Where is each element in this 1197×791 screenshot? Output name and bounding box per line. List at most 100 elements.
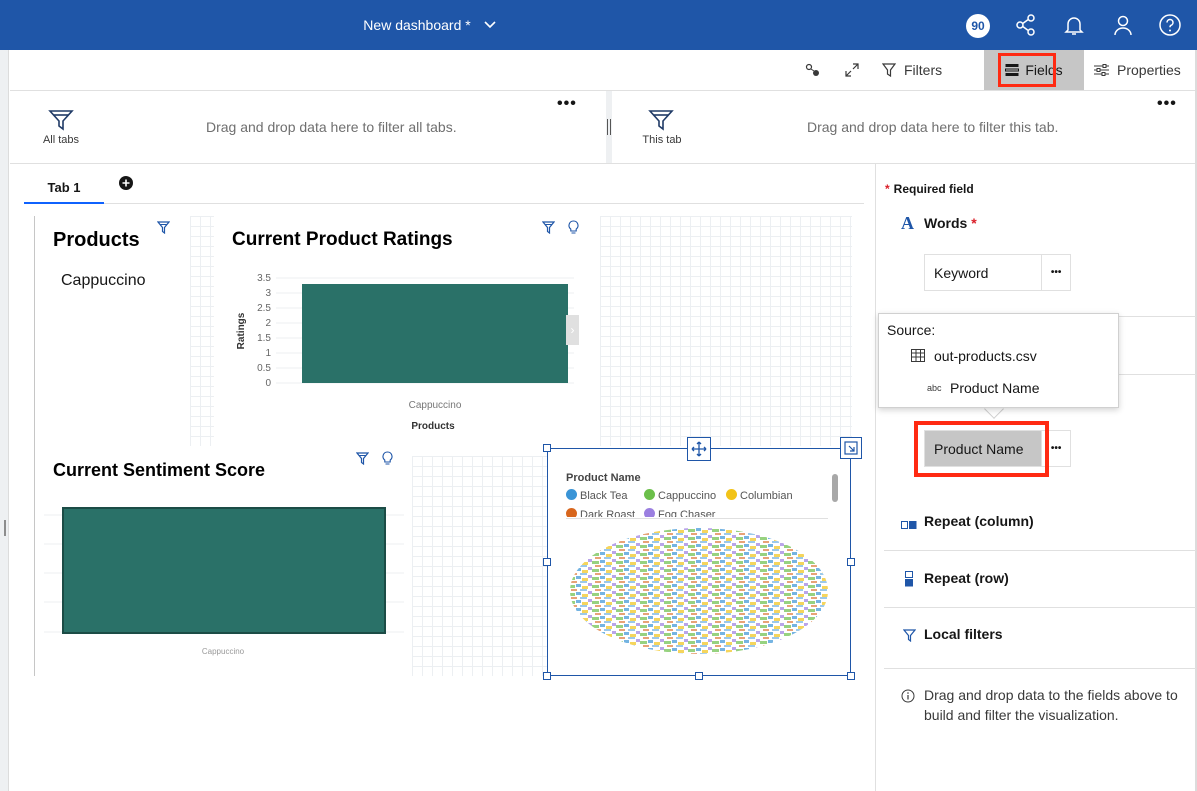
panel-divider bbox=[1118, 316, 1196, 317]
properties-label: Properties bbox=[1117, 62, 1181, 78]
wordcloud-widget[interactable]: Product Name Black Tea Cappuccino Columbia… bbox=[547, 448, 851, 676]
legend-item[interactable]: Columbian bbox=[726, 487, 816, 506]
product-name-highlight-box bbox=[914, 421, 1049, 477]
ratings-bar-cappuccino bbox=[302, 284, 568, 383]
expand-icon[interactable] bbox=[840, 50, 864, 90]
notification-bell-icon[interactable] bbox=[1058, 9, 1090, 41]
text-type-icon: abc bbox=[927, 383, 942, 393]
wordcloud-graphic bbox=[570, 528, 828, 654]
all-tabs-filter-icon bbox=[48, 109, 74, 136]
filter-splitter-grip-icon[interactable] bbox=[607, 119, 611, 135]
source-file-name[interactable]: out-products.csv bbox=[934, 348, 1037, 364]
source-label: Source: bbox=[887, 322, 936, 338]
ratings-insight-bulb-icon[interactable] bbox=[567, 220, 580, 240]
sentiment-bar-cappuccino bbox=[62, 507, 386, 634]
filters-button[interactable]: Filters bbox=[882, 50, 962, 90]
local-filters-label: Local filters bbox=[924, 626, 1003, 642]
canvas-left-border bbox=[34, 216, 35, 676]
canvas-grid-area-2 bbox=[412, 456, 548, 676]
tab-1-label: Tab 1 bbox=[47, 179, 81, 195]
repeat-column-section[interactable]: Repeat (column) bbox=[884, 493, 1196, 551]
this-tab-filter-icon bbox=[648, 109, 674, 136]
left-rail-grip-icon[interactable] bbox=[4, 520, 6, 536]
header-bar: New dashboard * 90 bbox=[0, 0, 1197, 50]
share-icon[interactable] bbox=[1010, 9, 1042, 41]
ratings-filter-icon[interactable] bbox=[541, 221, 556, 239]
resize-handle-nw[interactable] bbox=[543, 444, 551, 452]
ratings-y-tick: 1 bbox=[265, 348, 271, 359]
required-field-note: * Required field bbox=[885, 182, 974, 196]
product-name-slot-label: Product Name bbox=[925, 431, 1042, 466]
repeat-row-section[interactable]: Repeat (row) bbox=[884, 551, 1196, 608]
add-tab-icon[interactable] bbox=[118, 175, 134, 196]
canvas-grid-area bbox=[600, 216, 852, 446]
products-title: Products bbox=[53, 229, 140, 251]
relationships-icon[interactable] bbox=[800, 50, 826, 90]
products-filter-icon[interactable] bbox=[156, 221, 171, 239]
legend-item[interactable]: Cappuccino bbox=[644, 487, 726, 506]
ratings-y-tick: 3.5 bbox=[257, 273, 271, 284]
source-field-name[interactable]: Product Name bbox=[950, 380, 1040, 396]
canvas-grid-strip bbox=[190, 216, 214, 446]
words-label: Words bbox=[924, 215, 968, 231]
ratings-y-tick: 1.5 bbox=[257, 333, 271, 344]
legend-divider bbox=[566, 518, 828, 519]
this-tab-more-icon[interactable]: ••• bbox=[1157, 95, 1177, 112]
keyword-slot-label: Keyword bbox=[934, 264, 989, 281]
filters-label: Filters bbox=[904, 62, 943, 78]
ratings-x-axis-label: Products bbox=[411, 421, 455, 432]
sentiment-chart-widget[interactable]: Current Sentiment Score Cappuccino bbox=[36, 448, 412, 676]
ratings-y-tick: 0.5 bbox=[257, 363, 271, 374]
ratings-chart-title: Current Product Ratings bbox=[232, 229, 453, 250]
info-icon bbox=[901, 689, 915, 708]
sentiment-insight-bulb-icon[interactable] bbox=[381, 451, 394, 471]
resize-handle-s[interactable] bbox=[695, 672, 703, 680]
repeat-column-label: Repeat (column) bbox=[924, 513, 1034, 529]
tab-bar: Tab 1 bbox=[24, 172, 864, 204]
wordcloud-legend: Black Tea Cappuccino Columbian Dark Roast Fo… bbox=[566, 487, 828, 517]
right-edge bbox=[1195, 50, 1197, 791]
sentiment-x-tick-cappuccino: Cappuccino bbox=[202, 647, 245, 656]
keyword-more-icon[interactable]: ••• bbox=[1041, 255, 1070, 290]
legend-item[interactable]: Fog Chaser bbox=[644, 506, 726, 517]
local-filters-section[interactable]: Local filters bbox=[884, 608, 1196, 669]
this-tab-drop-text: Drag and drop data here to filter this t… bbox=[807, 119, 1059, 135]
local-filters-icon bbox=[902, 629, 917, 647]
all-tabs-more-icon[interactable]: ••• bbox=[557, 95, 577, 112]
widget-maximize-icon[interactable] bbox=[840, 437, 862, 459]
all-tabs-filter-zone[interactable]: All tabs Drag and drop data here to filt… bbox=[10, 91, 606, 163]
source-popup: Source: out-products.csv abc Product Nam… bbox=[878, 313, 1119, 408]
filter-divider bbox=[606, 91, 612, 163]
this-tab-filter-zone[interactable]: This tab Drag and drop data here to filt… bbox=[612, 91, 1195, 163]
properties-button[interactable]: Properties bbox=[1084, 50, 1194, 90]
resize-handle-se[interactable] bbox=[847, 672, 855, 680]
chart-scroll-next-icon[interactable]: › bbox=[566, 315, 579, 345]
sentiment-filter-icon[interactable] bbox=[355, 452, 370, 470]
all-tabs-drop-text: Drag and drop data here to filter all ta… bbox=[206, 119, 457, 135]
product-name-more-icon[interactable]: ••• bbox=[1041, 431, 1070, 466]
tab-1[interactable]: Tab 1 bbox=[24, 172, 104, 204]
move-widget-icon[interactable] bbox=[687, 437, 711, 461]
products-widget[interactable]: Products Cappuccino bbox=[36, 216, 190, 444]
resize-handle-sw[interactable] bbox=[543, 672, 551, 680]
wordcloud-legend-title: Product Name bbox=[566, 472, 641, 484]
help-icon[interactable] bbox=[1154, 9, 1186, 41]
resize-handle-e[interactable] bbox=[847, 558, 855, 566]
user-icon[interactable] bbox=[1107, 9, 1139, 41]
left-rail bbox=[0, 50, 9, 791]
repeat-row-icon bbox=[904, 571, 914, 592]
notification-count-badge[interactable]: 90 bbox=[966, 14, 990, 38]
words-required-asterisk: * bbox=[971, 215, 977, 231]
ratings-y-tick: 2 bbox=[265, 318, 271, 329]
legend-item[interactable]: Black Tea bbox=[566, 487, 644, 506]
repeat-row-label: Repeat (row) bbox=[924, 570, 1009, 586]
resize-handle-w[interactable] bbox=[543, 558, 551, 566]
keyword-slot[interactable]: Keyword ••• bbox=[924, 254, 1071, 291]
legend-scrollbar[interactable] bbox=[832, 474, 838, 502]
properties-sliders-icon bbox=[1094, 63, 1109, 77]
ratings-chart-widget[interactable]: Current Product Ratings 3.5 3 2.5 2 1.5 1 0.5 0… bbox=[214, 216, 600, 444]
chevron-down-icon bbox=[483, 17, 497, 34]
dashboard-title-menu[interactable]: New dashboard * bbox=[0, 0, 860, 50]
products-value: Cappuccino bbox=[61, 272, 146, 289]
legend-item[interactable]: Dark Roast bbox=[566, 506, 644, 517]
